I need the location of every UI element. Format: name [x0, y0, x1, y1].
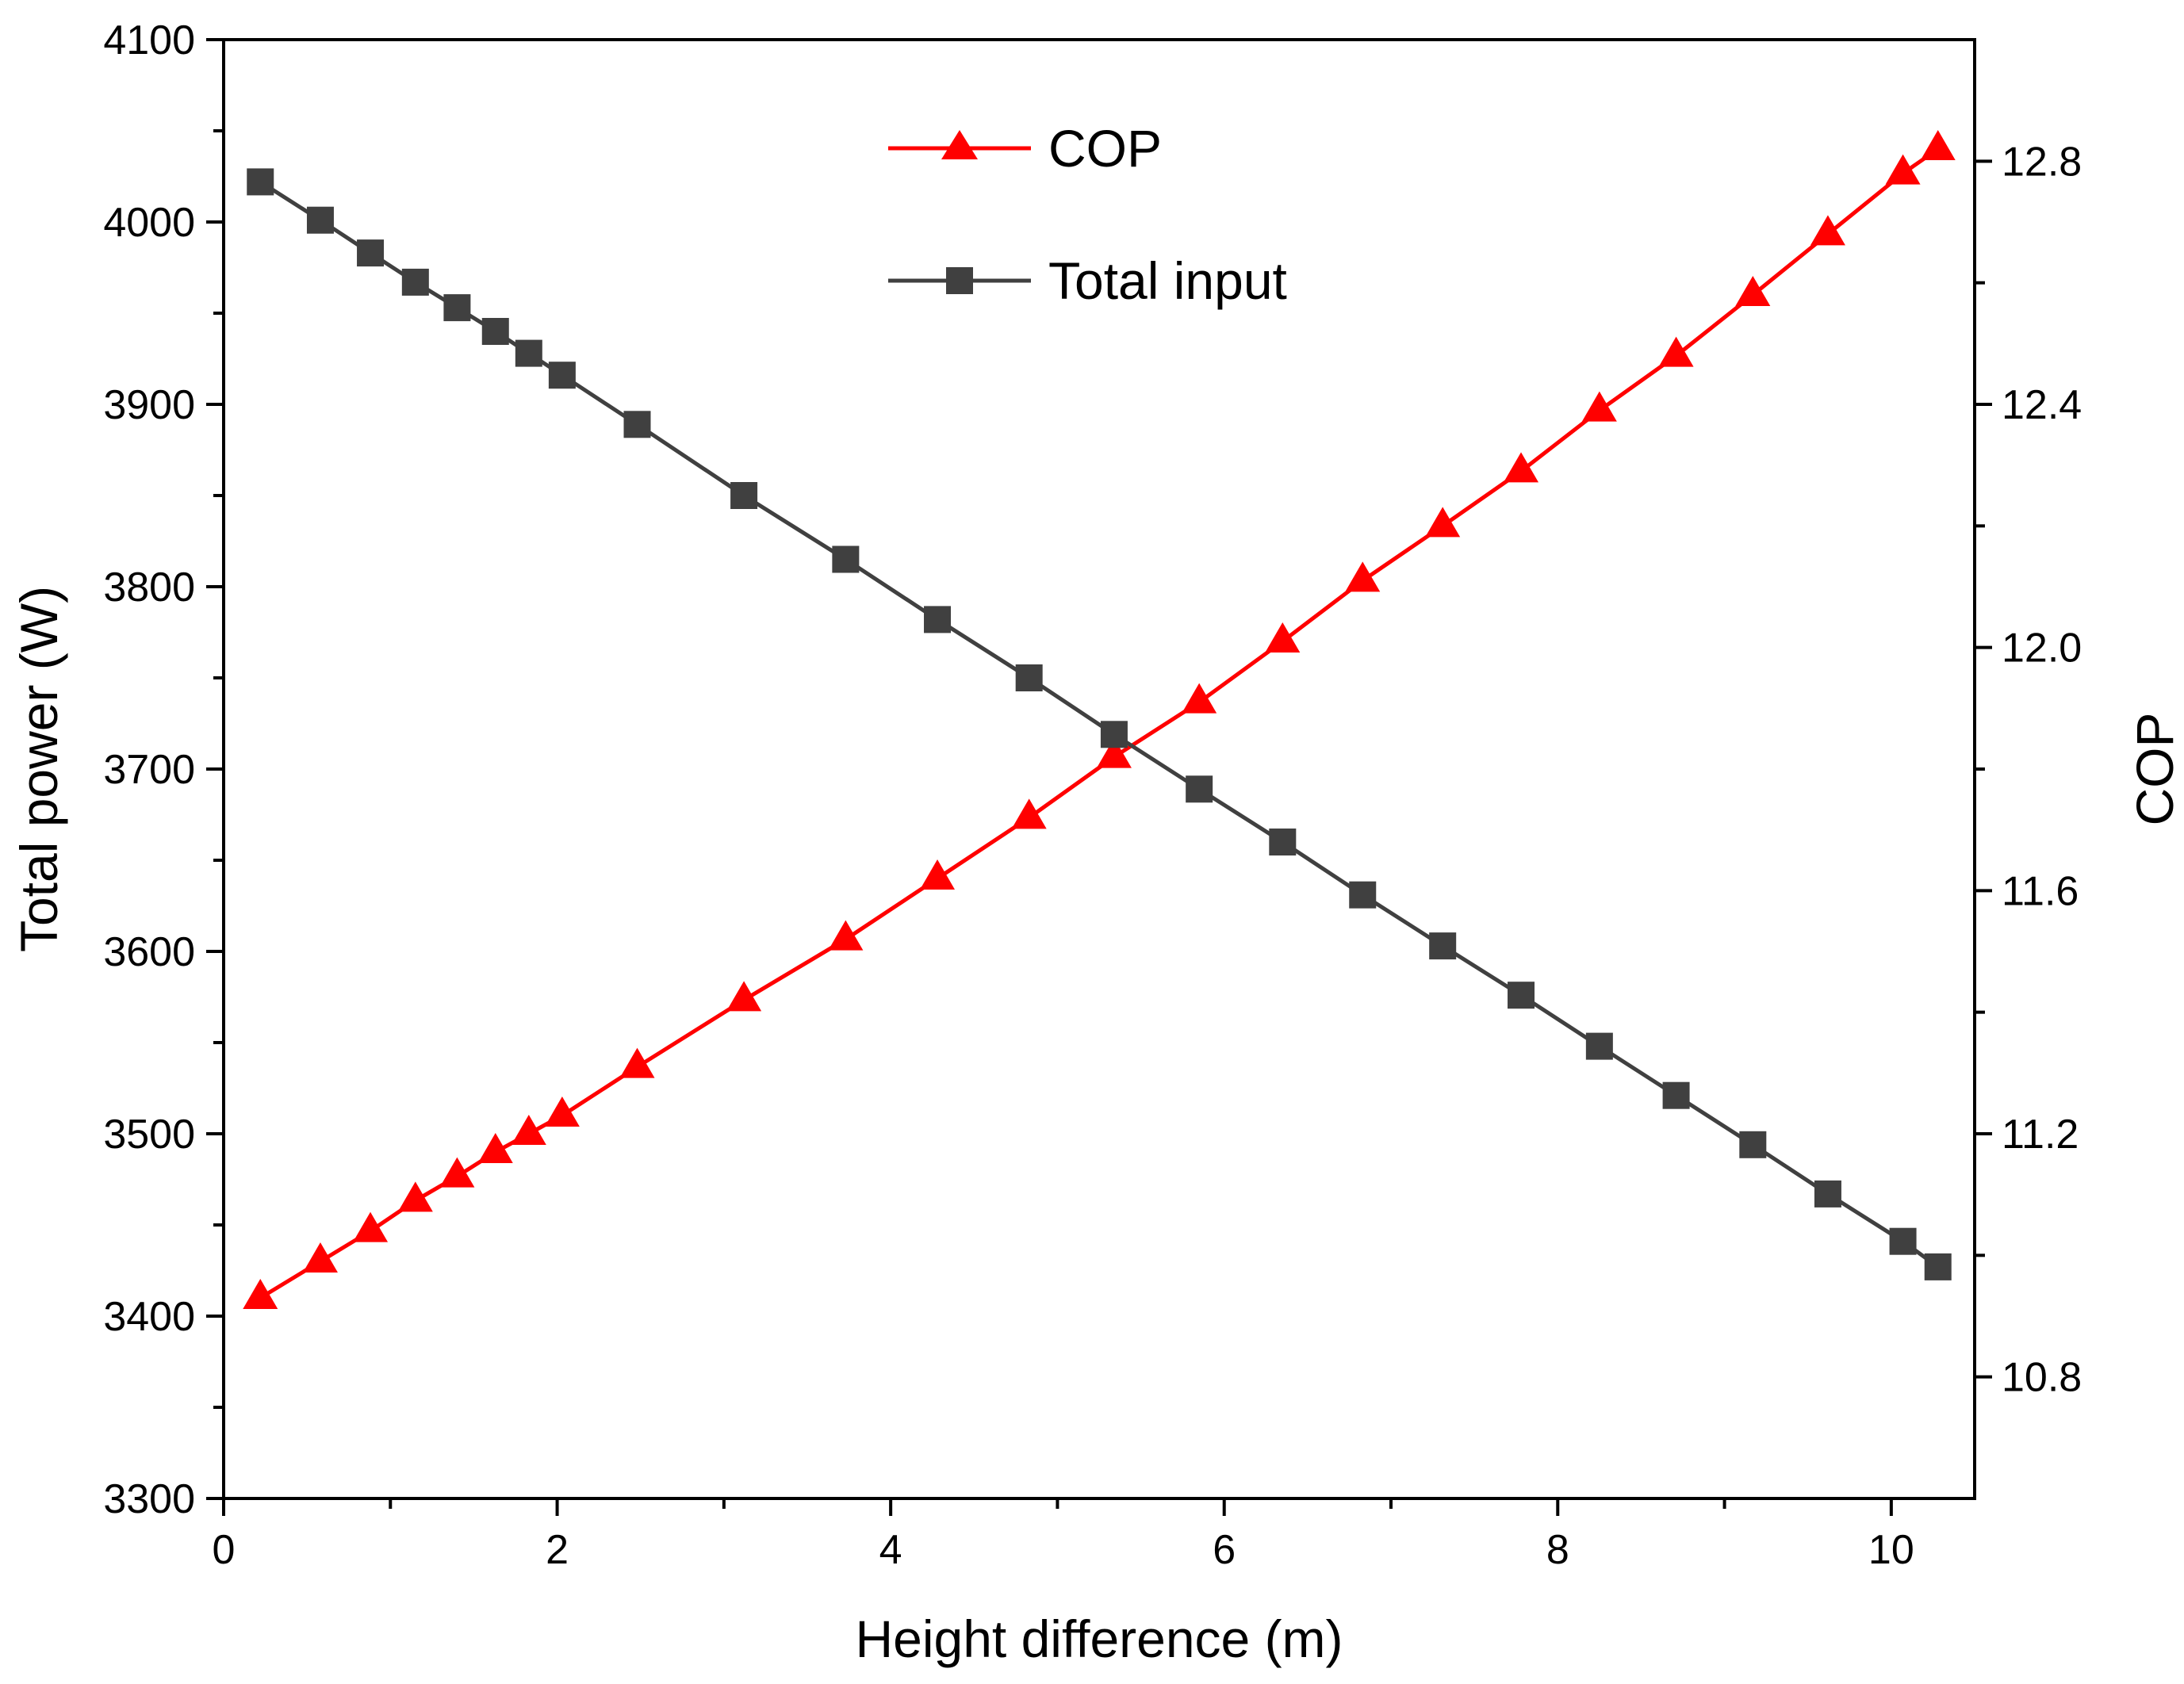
data-point-cop: [1920, 130, 1956, 160]
data-point-total-input: [306, 206, 334, 234]
y-left-axis-ticks: 3300 3400 3500 3600 3700 3800 3900 4000 4100: [103, 17, 224, 1522]
data-point-total-input: [1924, 1253, 1952, 1280]
data-point-cop: [397, 1181, 433, 1212]
data-point-cop: [1581, 391, 1617, 422]
x-tick-label: 2: [546, 1527, 569, 1573]
data-point-cop: [1658, 336, 1694, 367]
data-point-total-input: [1585, 1032, 1613, 1060]
data-point-total-input: [1429, 932, 1457, 960]
data-point-cop: [1011, 798, 1047, 829]
y-right-tick-label: 12.8: [2002, 139, 2082, 185]
data-point-total-input: [1739, 1131, 1767, 1158]
data-point-cop: [1885, 154, 1921, 185]
legend: COP Total input: [888, 119, 1287, 310]
data-point-total-input: [1015, 664, 1043, 691]
data-point-cop: [302, 1242, 338, 1273]
data-point-total-input: [832, 545, 860, 573]
x-tick-label: 8: [1546, 1527, 1569, 1573]
y-left-tick-label: 3300: [103, 1476, 195, 1522]
data-point-total-input: [1100, 721, 1128, 748]
data-point-cop: [1810, 215, 1845, 246]
data-point-cop: [1425, 507, 1461, 538]
data-point-cop: [544, 1097, 580, 1127]
data-point-cop: [1504, 452, 1539, 483]
data-point-cop: [511, 1115, 546, 1145]
legend-marker-cop: [941, 130, 978, 159]
data-point-total-input: [1349, 881, 1377, 909]
data-point-total-input: [443, 294, 471, 322]
y-left-tick-label: 3800: [103, 565, 195, 610]
data-point-cop: [1345, 561, 1381, 592]
x-axis-ticks: 0 2 4 6 8 10: [213, 1498, 1914, 1573]
data-point-total-input: [247, 168, 274, 196]
y-left-tick-label: 3700: [103, 747, 195, 793]
data-point-cop: [439, 1157, 475, 1188]
data-point-total-input: [481, 318, 509, 345]
data-point-cop: [1182, 683, 1217, 714]
data-point-cop: [1096, 737, 1132, 768]
data-point-total-input: [623, 411, 651, 438]
data-point-cop: [353, 1211, 389, 1242]
y-left-tick-label: 3900: [103, 382, 195, 428]
data-point-cop: [619, 1047, 655, 1078]
x-tick-label: 4: [879, 1527, 902, 1573]
data-point-cop: [1735, 276, 1771, 306]
x-tick-label: 0: [213, 1527, 236, 1573]
y-left-tick-label: 4100: [103, 17, 195, 63]
legend-label-total-input: Total input: [1048, 251, 1287, 310]
data-point-total-input: [1814, 1180, 1841, 1208]
y-left-tick-label: 3400: [103, 1294, 195, 1340]
y-right-axis-title: COP: [2125, 712, 2184, 825]
y-right-tick-label: 11.2: [2002, 1112, 2079, 1158]
y-right-tick-label: 11.6: [2002, 868, 2079, 914]
data-point-total-input: [401, 268, 429, 296]
x-tick-label: 10: [1868, 1527, 1914, 1573]
y-right-tick-label: 12.0: [2002, 626, 2082, 672]
data-point-cop: [477, 1133, 513, 1163]
y-left-tick-label: 3600: [103, 929, 195, 975]
y-left-tick-label: 4000: [103, 200, 195, 246]
y-right-tick-label: 10.8: [2002, 1355, 2082, 1401]
data-point-total-input: [357, 239, 385, 267]
data-point-total-input: [515, 339, 542, 367]
data-point-total-input: [548, 362, 576, 389]
legend-marker-total-input: [946, 267, 973, 294]
data-point-total-input: [1508, 982, 1535, 1009]
data-point-total-input: [1889, 1227, 1917, 1255]
data-point-total-input: [1269, 829, 1297, 855]
x-axis-title: Height difference (m): [855, 1609, 1343, 1668]
data-point-cop: [828, 920, 864, 951]
y-right-axis-ticks: 10.8 11.2 11.6 12.0 12.4 12.8: [1975, 139, 2082, 1401]
legend-label-cop: COP: [1048, 119, 1162, 178]
x-tick-label: 6: [1213, 1527, 1236, 1573]
series-layer: [243, 130, 1956, 1309]
data-point-cop: [726, 981, 762, 1012]
data-point-cop: [1265, 622, 1301, 653]
data-point-total-input: [924, 606, 952, 633]
y-left-tick-label: 3500: [103, 1112, 195, 1158]
y-left-axis-title: Total power (W): [10, 586, 68, 952]
data-point-total-input: [1662, 1081, 1690, 1109]
data-point-cop: [243, 1279, 278, 1309]
data-point-cop: [920, 859, 956, 890]
data-point-total-input: [1186, 775, 1213, 803]
data-point-total-input: [730, 482, 758, 509]
y-right-tick-label: 12.4: [2002, 382, 2082, 428]
